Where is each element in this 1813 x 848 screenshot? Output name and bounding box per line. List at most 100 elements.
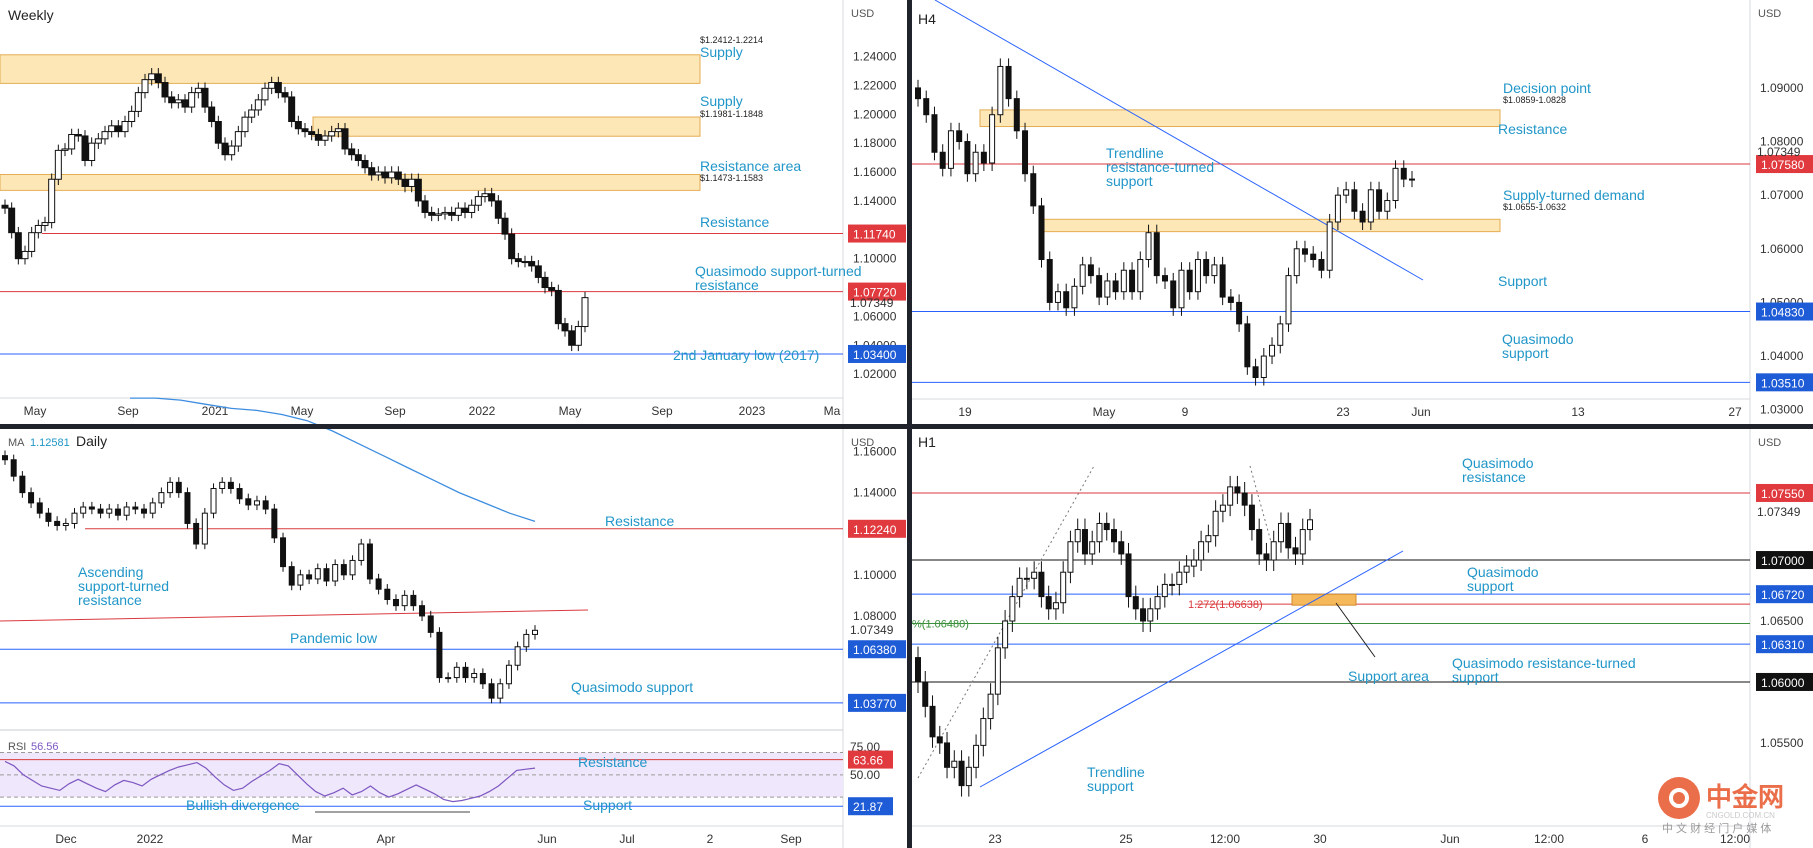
- candle: [297, 574, 304, 586]
- candle: [471, 672, 478, 679]
- x-tick-label: 2022: [137, 832, 164, 846]
- zone-name-label: Supply: [700, 44, 743, 60]
- fib-label: 1.272(1.06638): [1188, 599, 1263, 611]
- y-tick-label: 1.16000: [853, 165, 897, 179]
- candle: [1022, 130, 1029, 175]
- candle: [1236, 301, 1243, 325]
- candle: [448, 211, 456, 216]
- candle: [947, 130, 954, 169]
- x-tick-label: 23: [988, 832, 1002, 846]
- candle: [1170, 280, 1177, 309]
- candle: [375, 578, 382, 590]
- candle: [965, 766, 972, 787]
- candle: [101, 131, 109, 140]
- zone-name-label: Supply: [700, 93, 743, 109]
- candle: [161, 82, 169, 98]
- y-tick-label: 1.10000: [853, 568, 897, 582]
- candle: [454, 207, 462, 216]
- annotation-label: Ascending support-turned resistance: [78, 564, 169, 608]
- horizontal-divider: [0, 424, 1813, 429]
- candle: [227, 481, 234, 490]
- candle: [532, 629, 538, 635]
- candle: [253, 500, 260, 506]
- candle: [958, 760, 965, 787]
- price-tag: [848, 519, 906, 538]
- watermark-sub: 中 文 财 经 门 户 媒 体: [1662, 821, 1771, 835]
- rsi-y-tick: 75.00: [850, 740, 880, 754]
- price-tag-label: 1.03510: [1761, 376, 1805, 390]
- candle: [1045, 596, 1052, 610]
- candle: [488, 193, 496, 202]
- candle: [201, 87, 209, 108]
- candle: [28, 492, 35, 504]
- candle: [288, 566, 295, 586]
- support-area-arrow: [1335, 602, 1376, 658]
- candle: [997, 65, 1004, 116]
- candle: [1096, 522, 1103, 543]
- candle: [497, 683, 504, 699]
- y-tick-label: 1.07000: [1760, 188, 1804, 202]
- candle: [1293, 248, 1300, 277]
- zone-range-label: $1.0859-1.0828: [1503, 95, 1566, 105]
- candle: [334, 128, 342, 133]
- supply-zone: [979, 109, 1501, 128]
- candle: [468, 204, 476, 213]
- candle: [548, 287, 556, 291]
- candle: [1111, 529, 1117, 543]
- current-price-label: 1.07349: [850, 296, 894, 310]
- rsi-value: 56.56: [31, 741, 59, 753]
- x-tick-label: Mar: [292, 832, 313, 846]
- candle: [1299, 529, 1306, 555]
- candle: [1248, 504, 1255, 531]
- candle: [128, 110, 136, 123]
- candle: [219, 481, 226, 490]
- level-name-label: Quasimodo support: [1502, 331, 1574, 361]
- level-name-label: Quasimodo support: [1467, 564, 1539, 594]
- zone-range-label: $1.1473-1.1583: [700, 173, 763, 183]
- candle: [915, 657, 921, 683]
- rsi-line: [4, 760, 536, 803]
- candle: [168, 96, 176, 104]
- candle: [254, 99, 262, 111]
- candle: [1052, 602, 1059, 610]
- candle: [262, 500, 269, 510]
- candle: [323, 568, 330, 582]
- y-tick-label: 1.14000: [853, 486, 897, 500]
- candle: [1054, 291, 1061, 303]
- level-name-label: Resistance: [700, 214, 769, 230]
- candle: [1063, 291, 1070, 309]
- x-tick-label: Sep: [780, 832, 802, 846]
- candle: [394, 171, 402, 180]
- candle: [1016, 577, 1023, 598]
- candle: [328, 131, 336, 137]
- candle: [944, 742, 951, 768]
- candle: [388, 171, 396, 179]
- candle: [1096, 275, 1103, 298]
- candle: [434, 213, 442, 216]
- supply-zone: [0, 54, 701, 84]
- panel-title: Daily: [76, 433, 107, 449]
- candle: [14, 232, 22, 260]
- x-tick-label: May: [24, 404, 47, 418]
- rsi-level-name: Resistance: [578, 754, 647, 770]
- candle: [1211, 264, 1218, 277]
- moving-average-line: [130, 397, 536, 523]
- candle: [408, 178, 416, 187]
- candle: [1, 204, 9, 209]
- annotation-label: Trendline support: [1087, 764, 1145, 794]
- y-tick-label: 1.24000: [853, 50, 897, 64]
- zone-range-label: $1.2412-1.2214: [700, 35, 763, 45]
- price-tag: [1756, 155, 1813, 174]
- candle: [1183, 565, 1190, 573]
- candle: [80, 506, 87, 514]
- candle: [261, 87, 269, 101]
- candle: [980, 718, 987, 746]
- supply-zone: [312, 116, 701, 137]
- x-tick-label: 13: [1571, 405, 1585, 419]
- supply-zone: [0, 173, 701, 191]
- candle: [1176, 571, 1183, 585]
- candle: [384, 588, 391, 600]
- candle: [1118, 541, 1125, 555]
- x-tick-label: 2: [707, 832, 714, 846]
- zone-name-label: Resistance area: [700, 158, 801, 174]
